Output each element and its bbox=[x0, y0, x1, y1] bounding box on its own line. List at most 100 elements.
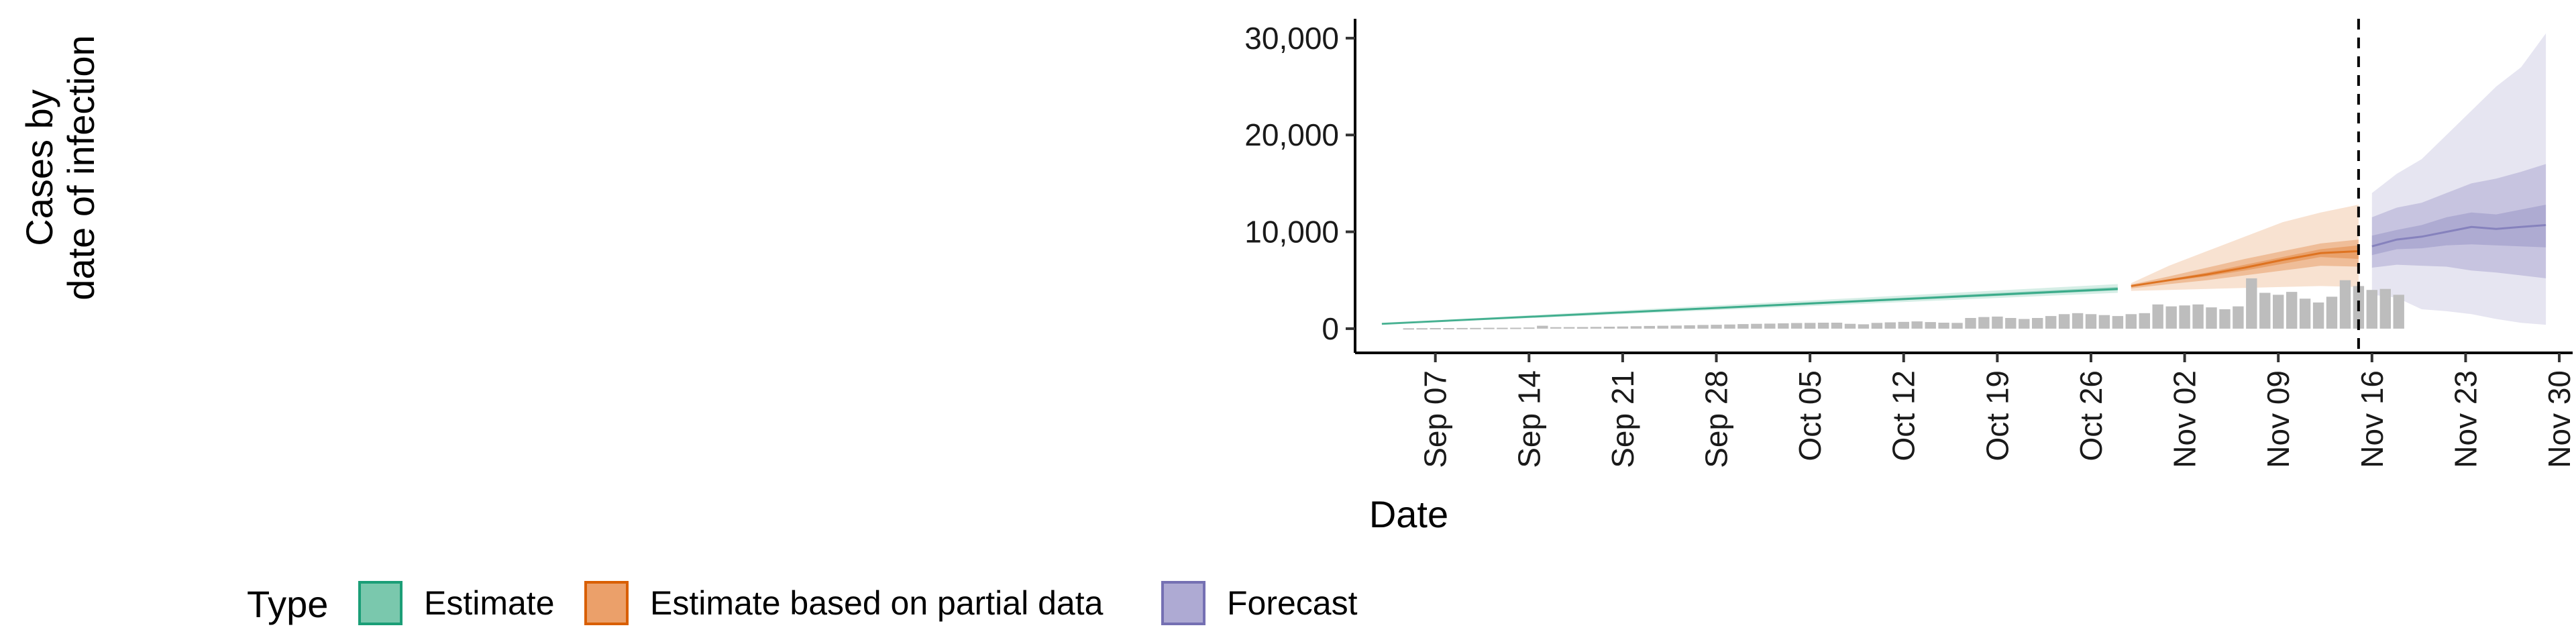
reported-cases-bars bbox=[1403, 278, 2404, 330]
bar bbox=[2366, 290, 2377, 329]
bar bbox=[2326, 297, 2338, 329]
bar bbox=[1644, 325, 1655, 329]
x-tick-label: Oct 12 bbox=[1886, 370, 1921, 462]
bar bbox=[2112, 316, 2124, 329]
bar bbox=[1630, 326, 1642, 329]
bar bbox=[2259, 292, 2271, 329]
bar bbox=[1697, 325, 1709, 329]
median-line-forecast bbox=[2371, 224, 2546, 248]
x-tick-label: Oct 05 bbox=[1792, 370, 1827, 462]
bar bbox=[2299, 299, 2311, 329]
x-tick-label: Oct 26 bbox=[2074, 370, 2108, 462]
x-tick-label: Sep 28 bbox=[1699, 370, 1734, 468]
bar bbox=[1711, 325, 1722, 329]
bar bbox=[2058, 314, 2070, 329]
y-tick-label: 30,000 bbox=[1244, 21, 1339, 56]
legend-swatch-partial bbox=[584, 581, 629, 625]
x-tick-label: Sep 07 bbox=[1418, 370, 1453, 468]
bar bbox=[1456, 327, 1468, 329]
bar bbox=[2393, 294, 2404, 329]
bar bbox=[2339, 280, 2351, 329]
bar bbox=[2085, 314, 2097, 329]
bar bbox=[1523, 327, 1535, 329]
x-axis-title: Date bbox=[1369, 493, 1448, 535]
bar bbox=[1657, 325, 1668, 329]
band-forecast-1 bbox=[2371, 164, 2546, 278]
legend-title: Type bbox=[247, 583, 328, 625]
bar bbox=[2032, 318, 2043, 329]
bar bbox=[1951, 323, 1963, 329]
bar bbox=[1403, 328, 1414, 330]
bar bbox=[1537, 325, 1548, 329]
x-tick-label: Sep 14 bbox=[1511, 370, 1546, 468]
y-tick-label: 20,000 bbox=[1244, 117, 1339, 152]
bar bbox=[1938, 323, 1949, 329]
bar bbox=[2206, 307, 2217, 329]
legend-swatch-forecast bbox=[1161, 581, 1205, 625]
bar bbox=[2125, 314, 2137, 329]
legend-label-estimate: Estimate bbox=[424, 584, 555, 622]
x-tick-label: Nov 09 bbox=[2261, 370, 2296, 468]
bar bbox=[2246, 278, 2257, 329]
x-tick-label: Nov 23 bbox=[2448, 370, 2483, 468]
bar bbox=[1911, 321, 1923, 329]
median-line-estimate bbox=[1381, 288, 2118, 325]
y-tick-label: 10,000 bbox=[1244, 215, 1339, 250]
y-tick-label: 0 bbox=[1322, 311, 1339, 346]
bar bbox=[2273, 294, 2284, 329]
bar bbox=[1858, 324, 1870, 329]
bar bbox=[1898, 321, 1909, 329]
bar bbox=[1443, 328, 1454, 329]
legend-label-partial: Estimate based on partial data bbox=[650, 584, 1104, 622]
bar bbox=[1497, 327, 1508, 329]
bar bbox=[2139, 313, 2150, 329]
bar bbox=[1483, 327, 1495, 329]
bar bbox=[1470, 327, 1481, 329]
band-partial-1 bbox=[2131, 239, 2359, 288]
chart-median-lines bbox=[1381, 224, 2546, 325]
band-forecast-0 bbox=[2371, 33, 2546, 325]
bar bbox=[1817, 323, 1829, 329]
bar bbox=[1884, 322, 1896, 329]
bar bbox=[2072, 313, 2084, 329]
legend-item-forecast: Forecast bbox=[1161, 581, 1358, 625]
bar bbox=[1550, 327, 1562, 329]
bar bbox=[1965, 318, 1976, 329]
bar bbox=[1510, 327, 1521, 329]
bar bbox=[1805, 323, 1816, 329]
bar bbox=[1992, 316, 2003, 329]
bar bbox=[1978, 317, 1990, 329]
y-axis-title-line1: Cases by bbox=[18, 89, 60, 246]
bar bbox=[1925, 322, 1936, 329]
x-tick-label: Sep 21 bbox=[1605, 370, 1640, 468]
bar bbox=[1831, 323, 1843, 329]
bar bbox=[2165, 306, 2177, 329]
y-axis-title-line2: date of infection bbox=[60, 35, 102, 300]
legend-swatch-estimate bbox=[358, 581, 402, 625]
legend: Type Estimate Estimate based on partial … bbox=[247, 581, 1358, 625]
x-tick-label: Oct 19 bbox=[1980, 370, 2015, 462]
bar bbox=[2019, 319, 2030, 329]
bar bbox=[2098, 315, 2110, 329]
x-tick-label: Nov 02 bbox=[2167, 370, 2202, 468]
bar bbox=[2152, 304, 2163, 329]
bar bbox=[1416, 328, 1428, 330]
bar bbox=[1563, 327, 1575, 329]
bar bbox=[1871, 323, 1883, 329]
bar bbox=[1751, 323, 1762, 329]
bar bbox=[2045, 316, 2057, 329]
legend-item-estimate: Estimate bbox=[358, 581, 555, 625]
bar bbox=[1576, 327, 1589, 329]
bar bbox=[1737, 324, 1749, 329]
bar bbox=[1430, 328, 1441, 329]
bar bbox=[1603, 327, 1615, 329]
bar bbox=[1764, 323, 1776, 329]
bar bbox=[2286, 292, 2298, 329]
x-tick-label: Nov 16 bbox=[2355, 370, 2390, 468]
bar bbox=[2379, 288, 2391, 329]
bar bbox=[2005, 318, 2017, 329]
bar bbox=[1684, 325, 1695, 329]
bar bbox=[2192, 304, 2204, 329]
chart-axes: 0 10,000 20,000 30,000 Sep 07 Sep 14 Sep 21 Sep… bbox=[1244, 19, 2576, 468]
bar bbox=[2312, 302, 2324, 329]
